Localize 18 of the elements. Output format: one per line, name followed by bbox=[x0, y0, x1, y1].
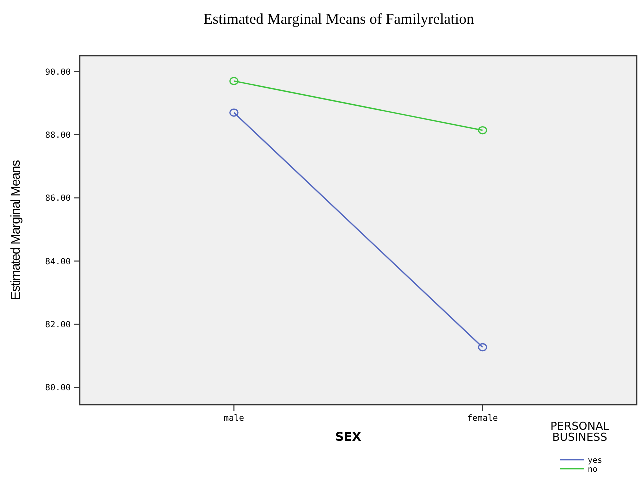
legend-title: PERSONAL BUSINESS bbox=[550, 420, 610, 444]
x-tick-label: female bbox=[467, 414, 498, 424]
point bbox=[230, 77, 239, 86]
y-tick-label: 80.00 bbox=[45, 384, 71, 394]
point bbox=[478, 126, 488, 135]
x-axis-title: SEX bbox=[335, 430, 362, 444]
chart-title: Estimated Marginal Means of Familyrelation bbox=[204, 12, 475, 28]
y-tick-label: 90.00 bbox=[45, 68, 71, 78]
y-tick-label: 82.00 bbox=[45, 320, 71, 330]
point bbox=[478, 343, 488, 352]
point bbox=[230, 108, 239, 117]
legend-label: no bbox=[588, 465, 598, 474]
x-tick-label: male bbox=[224, 414, 244, 424]
y-tick-label: 86.00 bbox=[45, 194, 71, 204]
y-tick-label: 88.00 bbox=[45, 130, 71, 141]
y-tick-label: 84.00 bbox=[45, 257, 71, 268]
legend-label: yes bbox=[588, 456, 603, 465]
y-axis-title: Estimated Marginal Means bbox=[8, 160, 23, 300]
